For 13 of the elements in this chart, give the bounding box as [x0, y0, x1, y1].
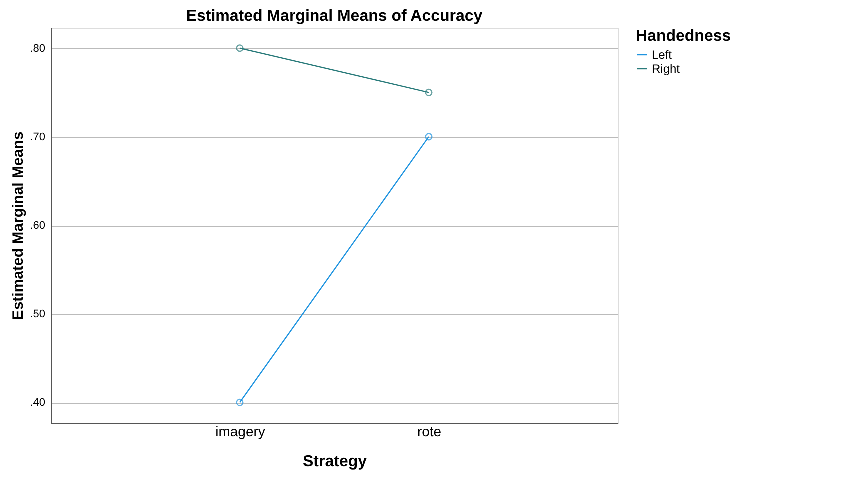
y-axis-title: Estimated Marginal Means [10, 132, 28, 320]
legend-title: Handedness [636, 28, 732, 45]
legend-label: Right [652, 62, 681, 76]
y-tick-label: .40 [30, 397, 46, 410]
x-tick-label: rote [417, 424, 442, 440]
y-tick-label: .60 [30, 220, 46, 232]
y-tick-label: .80 [30, 42, 46, 55]
legend-label: Left [652, 48, 673, 62]
chart-title: Estimated Marginal Means of Accuracy [186, 8, 483, 25]
y-tick-label: .70 [30, 131, 46, 144]
x-axis-title: Strategy [302, 454, 368, 470]
y-tick-label: .50 [30, 308, 46, 321]
x-tick-label: imagery [216, 424, 266, 440]
